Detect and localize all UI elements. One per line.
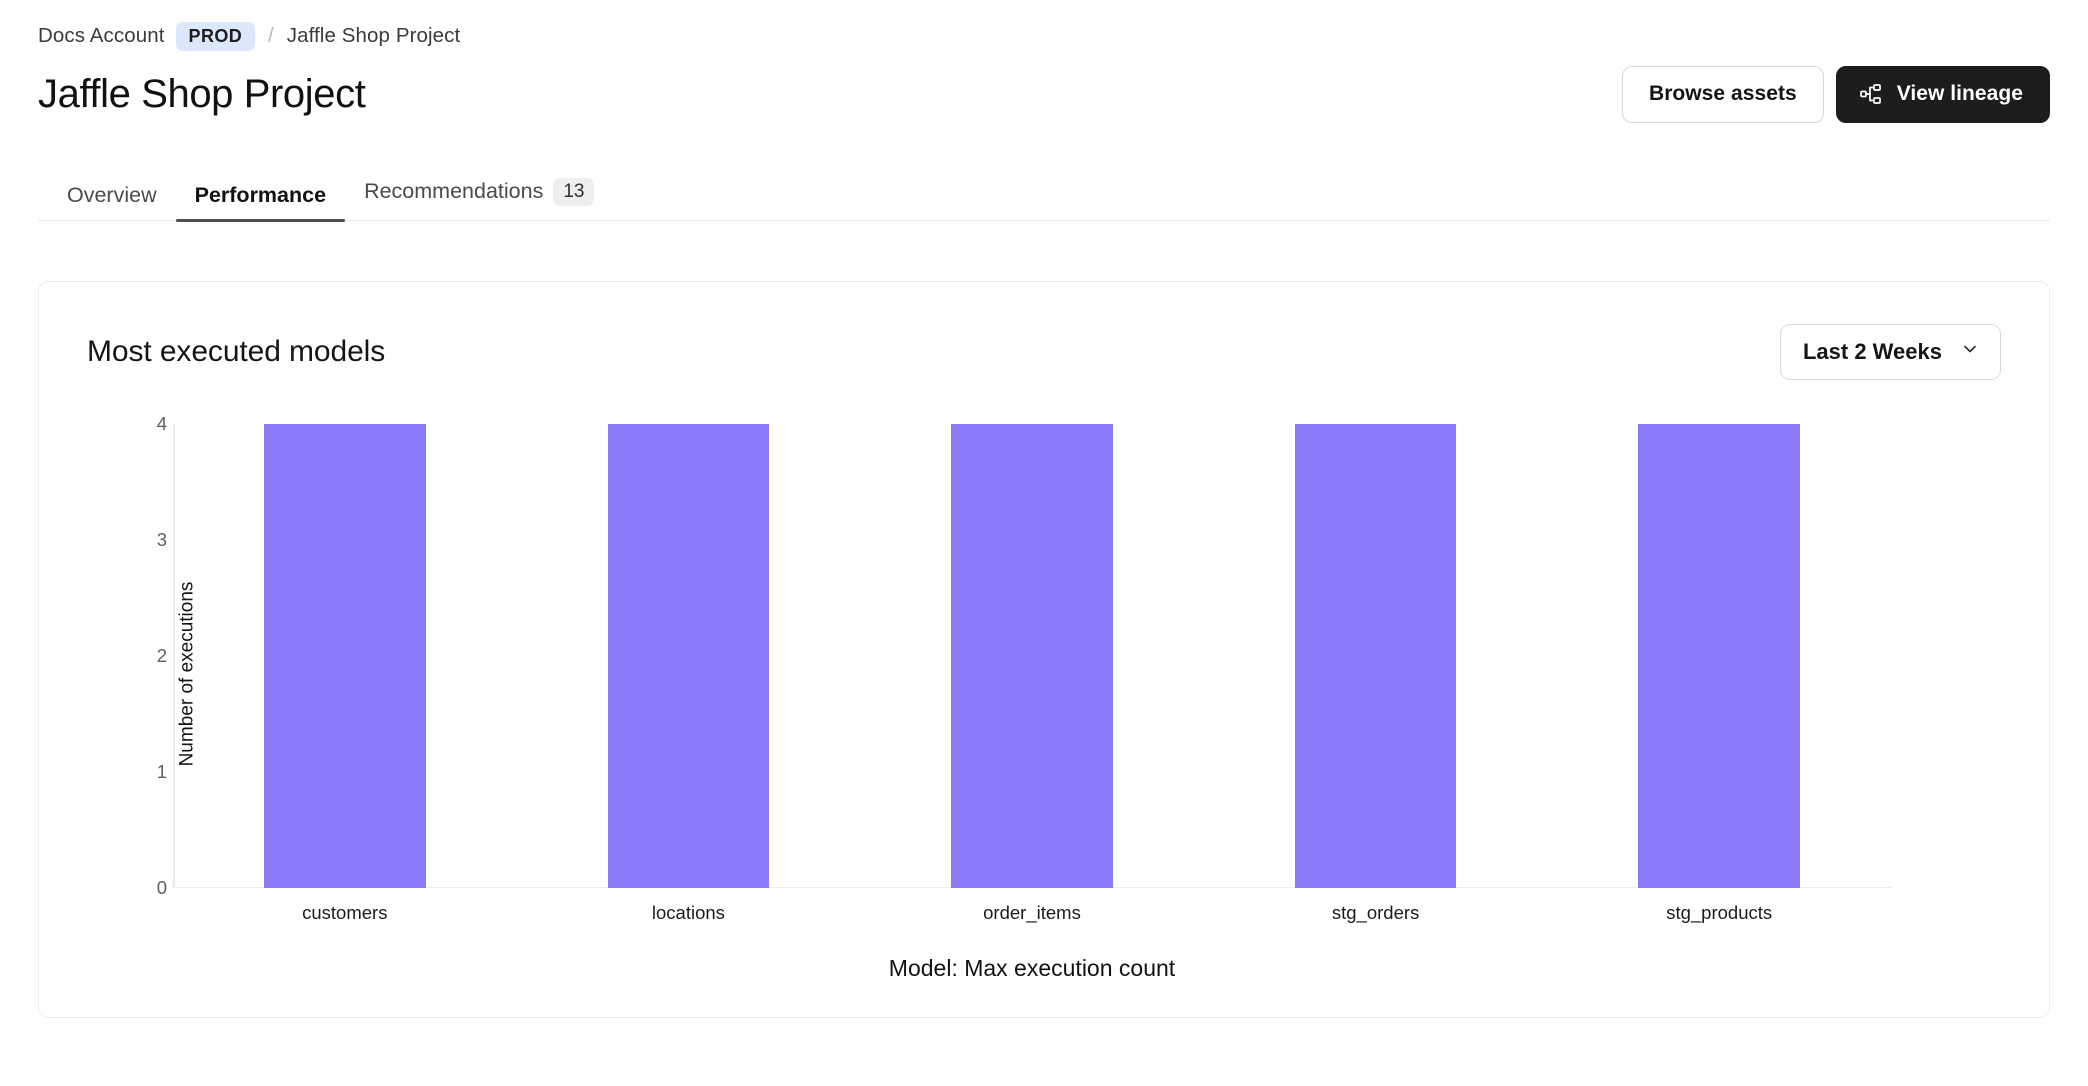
tab-performance[interactable]: Performance: [175, 182, 346, 221]
plot-area: 4 3 2 1 0 customers location: [157, 414, 1891, 981]
browse-assets-button[interactable]: Browse assets: [1621, 65, 1824, 123]
tab-recommendations-label: Recommendations: [364, 179, 544, 204]
breadcrumb-project[interactable]: Jaffle Shop Project: [286, 24, 461, 47]
x-label-stg-products: stg_products: [1666, 901, 1773, 923]
y-tick-4: 4: [156, 412, 167, 434]
y-tick-2: 2: [156, 644, 167, 666]
breadcrumb: Docs Account PROD / Jaffle Shop Project: [38, 0, 2050, 51]
page-title: Jaffle Shop Project: [38, 72, 366, 116]
y-axis-line: [173, 424, 175, 888]
x-label-order-items: order_items: [983, 901, 1081, 923]
bar-stg-orders[interactable]: [1294, 424, 1457, 888]
breadcrumb-account[interactable]: Docs Account: [38, 24, 165, 47]
header-actions: Browse assets View lineage: [1621, 65, 2050, 123]
bar-band: [1204, 424, 1548, 888]
bar-chart: Number of executions 4 3 2 1 0: [87, 414, 2001, 981]
card-title: Most executed models: [87, 335, 386, 368]
bar-band: [517, 424, 861, 888]
bar-customers[interactable]: [264, 424, 426, 888]
view-lineage-button[interactable]: View lineage: [1835, 65, 2050, 123]
breadcrumb-separator: /: [268, 24, 274, 47]
y-tick-1: 1: [156, 760, 167, 782]
bar-order-items[interactable]: [951, 424, 1113, 888]
time-range-select[interactable]: Last 2 Weeks: [1779, 324, 2001, 380]
view-lineage-label: View lineage: [1896, 82, 2023, 105]
time-range-value: Last 2 Weeks: [1802, 339, 1942, 364]
tab-performance-label: Performance: [194, 182, 327, 207]
bar-band: [1547, 424, 1891, 888]
most-executed-models-card: Most executed models Last 2 Weeks Number…: [38, 281, 2050, 1018]
tab-recommendations[interactable]: Recommendations 13: [345, 178, 613, 220]
bar-band: [860, 424, 1204, 888]
x-label-locations: locations: [651, 901, 725, 923]
bar-series: [173, 424, 1891, 888]
x-axis-labels: customers locations order_items stg_orde…: [173, 888, 1891, 924]
bar-stg-products[interactable]: [1638, 424, 1800, 888]
page-header: Jaffle Shop Project Browse assets View l…: [38, 63, 2050, 125]
y-tick-3: 3: [156, 528, 167, 550]
tab-recommendations-count-badge: 13: [553, 178, 595, 206]
y-tick-0: 0: [156, 876, 167, 898]
x-label-stg-orders: stg_orders: [1331, 901, 1420, 923]
breadcrumb-environment-badge[interactable]: PROD: [175, 21, 256, 51]
x-axis-title: Model: Max execution count: [888, 955, 1176, 981]
chevron-down-icon: [1960, 339, 1980, 365]
bar-locations[interactable]: [607, 424, 770, 888]
card-header: Most executed models Last 2 Weeks: [87, 322, 2001, 382]
tab-overview[interactable]: Overview: [48, 182, 176, 221]
tab-overview-label: Overview: [67, 182, 157, 207]
x-label-customers: customers: [302, 901, 388, 923]
y-axis-ticks: 4 3 2 1 0: [127, 414, 167, 896]
bar-band: [173, 424, 517, 888]
lineage-icon: [1859, 82, 1883, 106]
browse-assets-label: Browse assets: [1648, 82, 1797, 105]
tab-bar: Overview Performance Recommendations 13: [38, 171, 2050, 221]
